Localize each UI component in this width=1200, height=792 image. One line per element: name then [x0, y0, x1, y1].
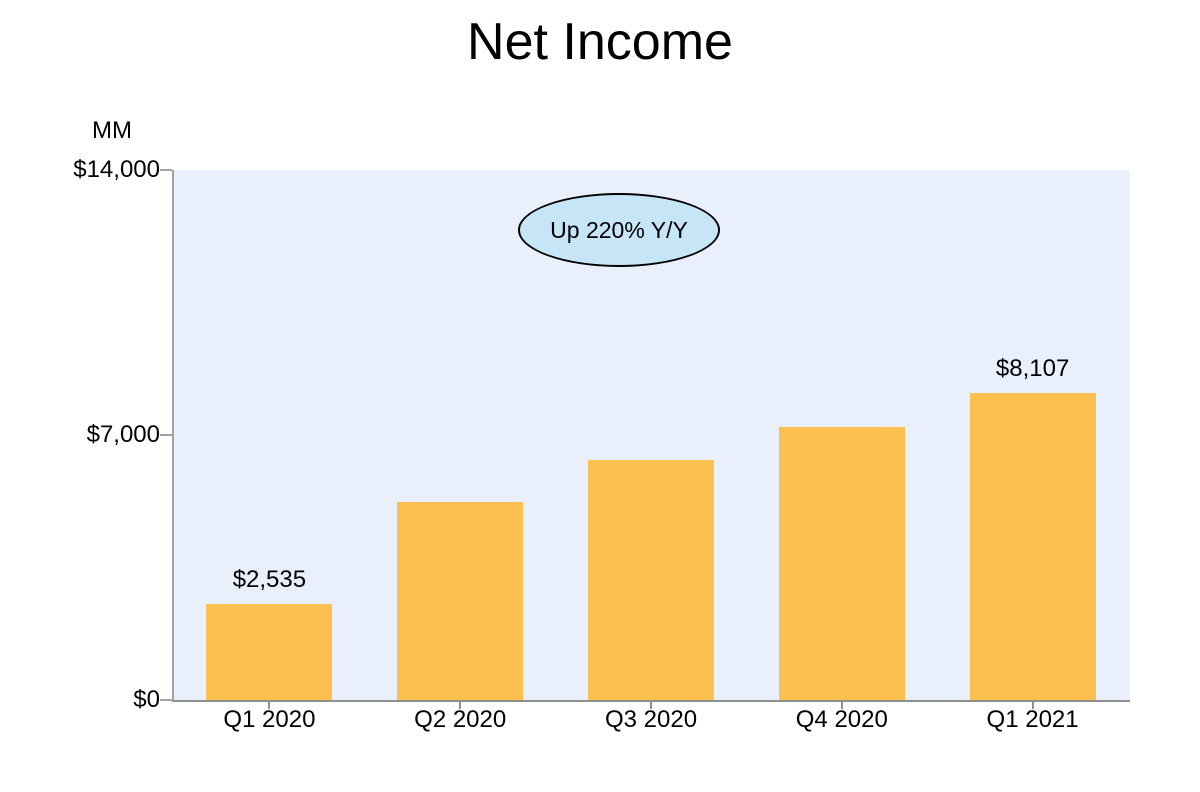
y-tick-mark [160, 169, 172, 171]
bar [206, 604, 333, 700]
bar [588, 460, 714, 700]
y-tick-mark [160, 434, 172, 436]
x-category-label: Q1 2020 [223, 706, 316, 733]
x-category-label: Q2 2020 [414, 706, 507, 733]
y-tick-label: $7,000 [86, 421, 160, 448]
bar [778, 426, 905, 700]
callout-ellipse: Up 220% Y/Y [518, 193, 720, 267]
x-tick-mark [268, 702, 271, 709]
bar [397, 501, 524, 700]
bar-value-label: $2,535 [232, 566, 307, 593]
chart-title: Net Income [467, 13, 733, 71]
x-tick-mark [459, 702, 462, 709]
x-category-label: Q1 2021 [986, 706, 1079, 733]
callout-text: Up 220% Y/Y [550, 216, 688, 243]
x-tick-mark [1031, 702, 1034, 709]
y-tick-label: $0 [133, 686, 160, 713]
y-axis-unit-label: MM [92, 117, 132, 144]
bar-value-label: $8,107 [995, 355, 1070, 383]
x-tick-mark [840, 702, 843, 709]
x-category-label: Q3 2020 [604, 706, 698, 733]
x-category-label: Q4 2020 [795, 706, 888, 733]
y-tick-mark [160, 699, 172, 701]
x-tick-mark [650, 702, 652, 709]
y-tick-label: $14,000 [73, 156, 160, 183]
bar [969, 393, 1096, 700]
